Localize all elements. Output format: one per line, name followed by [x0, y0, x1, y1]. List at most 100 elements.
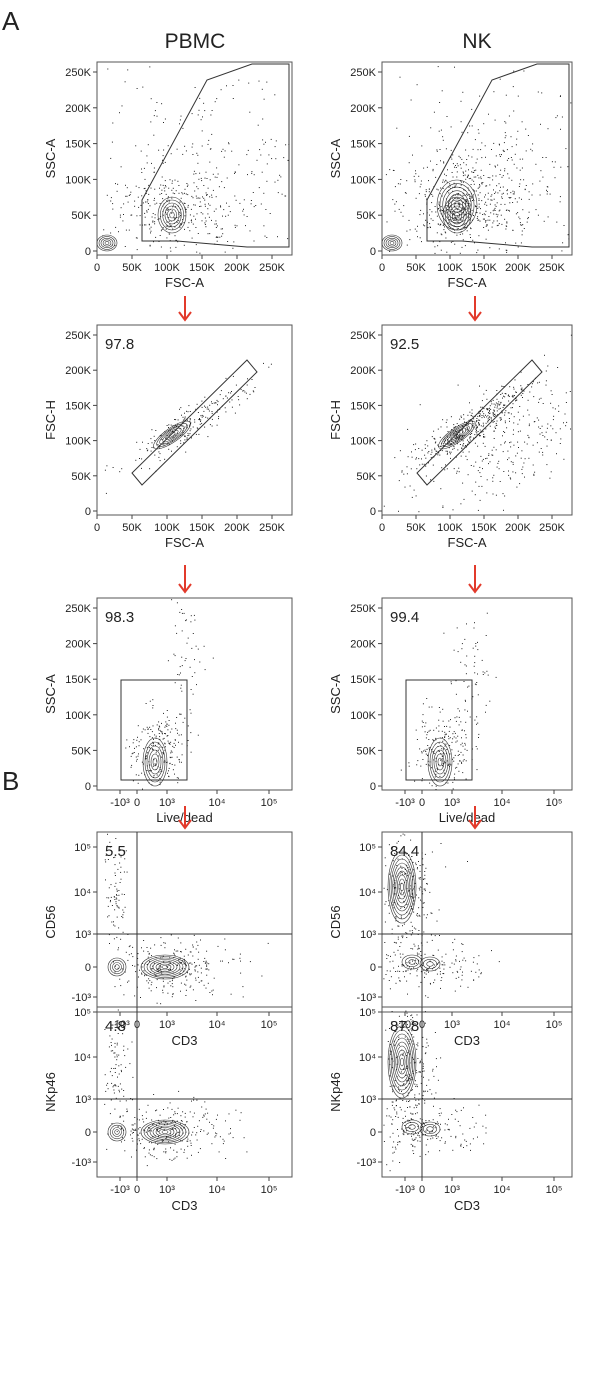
x-tick-label: 0 [379, 262, 385, 274]
x-tick-label: 10³ [444, 1184, 460, 1196]
x-tick-label: 10³ [444, 797, 460, 809]
y-tick-label: 10⁵ [74, 1007, 91, 1019]
plot-scatter-pbmc: 0 50K 100K 150K 200K 250K 0 50K 100K 150K 200K 250K… [43, 61, 293, 290]
y-tick-label: 0 [370, 506, 376, 518]
y-tick-label: 0 [370, 962, 376, 974]
x-tick-label: 10³ [159, 1019, 175, 1031]
y-tick-label: 10⁵ [359, 842, 376, 854]
x-tick-label: 0 [134, 797, 140, 809]
y-tick-label: 150K [350, 139, 376, 151]
y-tick-label: 10⁵ [74, 842, 91, 854]
y-tick-label: 10⁴ [359, 1052, 376, 1064]
x-tick-label: -10³ [110, 1184, 130, 1196]
x-tick-label: 200K [224, 522, 250, 534]
x-tick-label: 50K [406, 522, 426, 534]
y-axis-title: SSC-A [43, 138, 58, 178]
x-tick-label: 250K [539, 262, 565, 274]
y-tick-label: 250K [65, 67, 91, 79]
plot-scatter-nk: 0 50K 100K 150K 200K 250K 0 50K 100K 150K 200K 250K… [328, 61, 573, 290]
y-tick-label: 100K [65, 710, 91, 722]
x-tick-label: 100K [437, 262, 463, 274]
y-tick-label: -10³ [356, 992, 376, 1004]
y-tick-label: 0 [85, 1127, 91, 1139]
plot-viability-nk: 0 50K 100K 150K 200K 250K -10³ 0 10³ 10⁴ 10⁵ Live/d… [328, 597, 573, 825]
x-tick-label: 10⁴ [209, 797, 226, 809]
y-tick-label: 0 [370, 781, 376, 793]
plot-frame [96, 831, 293, 1013]
column-title-nk: NK [462, 30, 491, 53]
x-tick-label: 200K [505, 522, 531, 534]
x-tick-label: 10⁵ [546, 797, 563, 809]
gate-percentage: 98.3 [105, 609, 134, 626]
x-tick-label: 10⁴ [494, 797, 511, 809]
y-tick-label: 250K [65, 603, 91, 615]
gate-percentage: 92.5 [390, 336, 419, 353]
x-axis-title: FSC-A [448, 535, 487, 550]
x-tick-label: 150K [189, 522, 215, 534]
y-axis-title: FSC-H [43, 400, 58, 440]
y-tick-label: 200K [65, 639, 91, 651]
plot-frame [381, 324, 573, 516]
y-axis-title: NKp46 [43, 1072, 58, 1112]
gate-percentage: 5.5 [105, 843, 126, 860]
plot-nkp46-pbmc: -10³ 0 10³ 10⁴ 10⁵ -10³ 0 10³ 10⁴ 10⁵ CD3 NKp46 4.8 [43, 1006, 293, 1213]
x-tick-label: 10³ [159, 797, 175, 809]
x-axis-title: FSC-A [165, 535, 204, 550]
gate-percentage: 97.8 [105, 336, 134, 353]
plot-frame [381, 831, 573, 1013]
y-tick-label: -10³ [71, 1157, 91, 1169]
x-tick-label: 50K [122, 262, 142, 274]
gating-arrow [178, 296, 192, 322]
x-tick-label: 10³ [159, 1184, 175, 1196]
x-tick-label: -10³ [395, 1184, 415, 1196]
gating-arrow [468, 565, 482, 594]
plot-frame [381, 61, 573, 256]
y-tick-label: 200K [350, 103, 376, 115]
y-tick-label: 10⁴ [74, 887, 91, 899]
column-title-pbmc: PBMC [165, 30, 226, 53]
x-tick-label: 250K [259, 522, 285, 534]
y-tick-label: -10³ [71, 992, 91, 1004]
y-axis-title: FSC-H [328, 400, 343, 440]
y-axis-title: CD56 [43, 905, 58, 938]
y-axis-title: SSC-A [328, 138, 343, 178]
y-tick-label: 50K [356, 210, 376, 222]
x-tick-label: 100K [154, 262, 180, 274]
y-axis-title: SSC-A [328, 674, 343, 714]
y-tick-label: 100K [350, 436, 376, 448]
y-tick-label: 50K [71, 210, 91, 222]
y-tick-label: 10³ [75, 929, 91, 941]
x-tick-label: 100K [437, 522, 463, 534]
x-axis-title: Live/dead [439, 810, 495, 825]
y-tick-label: 200K [65, 103, 91, 115]
x-tick-label: 10⁴ [494, 1184, 511, 1196]
y-tick-label: 50K [71, 745, 91, 757]
plot-singlets-pbmc: 0 50K 100K 150K 200K 250K 0 50K 100K 150K 200K 250K… [43, 324, 293, 550]
x-tick-label: -10³ [110, 797, 130, 809]
y-tick-label: 10³ [360, 1094, 376, 1106]
y-tick-label: 0 [85, 781, 91, 793]
x-tick-label: 10⁵ [261, 797, 278, 809]
x-axis-title: CD3 [171, 1198, 197, 1213]
x-tick-label: 150K [189, 262, 215, 274]
x-tick-label: 0 [134, 1184, 140, 1196]
x-tick-label: 150K [471, 262, 497, 274]
x-tick-label: 0 [419, 797, 425, 809]
y-tick-label: 50K [71, 471, 91, 483]
gating-arrow [468, 296, 482, 322]
x-axis-title: CD3 [171, 1033, 197, 1048]
y-tick-label: 100K [65, 174, 91, 186]
plot-frame [96, 1006, 293, 1178]
gating-arrow [178, 806, 192, 830]
y-tick-label: 50K [356, 471, 376, 483]
y-tick-label: 0 [370, 246, 376, 258]
plot-frame [381, 1006, 573, 1178]
y-tick-label: 150K [65, 674, 91, 686]
y-tick-label: 250K [350, 603, 376, 615]
y-tick-label: 200K [350, 365, 376, 377]
x-tick-label: 10⁴ [209, 1184, 226, 1196]
